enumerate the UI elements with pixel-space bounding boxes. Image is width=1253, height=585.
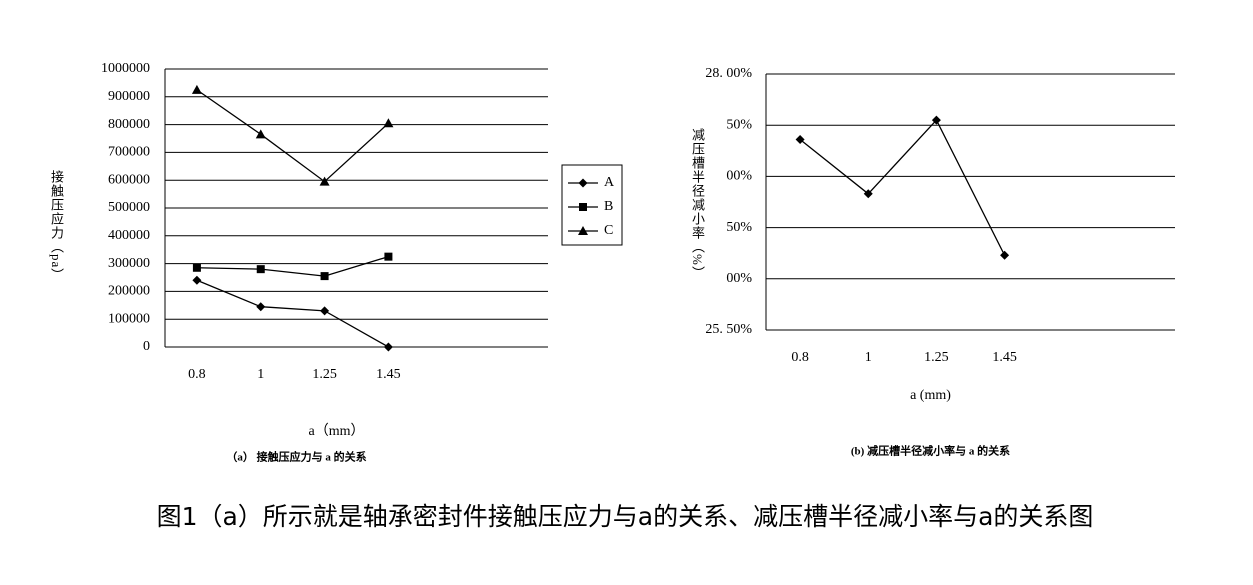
marker bbox=[579, 203, 587, 211]
marker bbox=[191, 84, 202, 94]
marker bbox=[320, 306, 330, 316]
series-line bbox=[799, 118, 1006, 256]
series-line bbox=[196, 279, 389, 348]
figure-caption: 图1（a）所示就是轴承密封件接触压应力与a的关系、减压槽半径减小率与a的关系图 bbox=[157, 502, 1094, 531]
x-tick-label: 1 bbox=[865, 350, 872, 365]
y-tick-label: 700000 bbox=[108, 145, 150, 160]
x-tick-label: 1.45 bbox=[992, 350, 1017, 365]
legend-label: A bbox=[604, 175, 615, 190]
y-axis-label: 接触压应力（pa） bbox=[49, 169, 64, 282]
y-tick-label: 900000 bbox=[108, 89, 150, 104]
y-tick-label: 1000000 bbox=[101, 61, 150, 76]
x-tick-label: 0.8 bbox=[791, 350, 809, 365]
marker bbox=[578, 226, 588, 235]
marker bbox=[383, 342, 393, 352]
series-line bbox=[196, 89, 389, 183]
y-tick-label: 28. 00% bbox=[705, 66, 752, 81]
marker bbox=[256, 302, 266, 312]
x-tick-label: 1 bbox=[257, 367, 264, 382]
x-tick-label: 1.45 bbox=[376, 367, 401, 382]
legend-box bbox=[561, 164, 623, 246]
x-axis-label: a（mm） bbox=[309, 423, 365, 439]
y-tick-label: 500000 bbox=[108, 200, 150, 215]
x-tick-label: 0.8 bbox=[188, 367, 206, 382]
marker bbox=[578, 178, 588, 188]
y-tick-label: 100000 bbox=[108, 311, 150, 326]
x-tick-label: 1.25 bbox=[924, 350, 949, 365]
y-tick-label: 25. 50% bbox=[705, 322, 752, 337]
marker bbox=[192, 275, 202, 285]
y-tick-label: 50% bbox=[726, 220, 752, 235]
marker bbox=[795, 135, 805, 145]
x-tick-label: 1.25 bbox=[312, 367, 337, 382]
chart-caption: （a） 接触压应力与 a 的关系 bbox=[226, 450, 366, 464]
chart-caption: (b) 减压槽半径减小率与 a 的关系 bbox=[851, 444, 1010, 458]
x-axis-label: a (mm) bbox=[910, 388, 951, 403]
marker bbox=[863, 189, 873, 199]
y-tick-label: 00% bbox=[726, 169, 752, 184]
y-tick-label: 800000 bbox=[108, 117, 150, 132]
y-tick-label: 400000 bbox=[108, 228, 150, 243]
marker bbox=[192, 263, 201, 272]
marker bbox=[256, 265, 265, 274]
y-axis-label: 减压槽半径减小率（%） bbox=[690, 128, 705, 280]
marker bbox=[319, 176, 330, 186]
y-tick-label: 0 bbox=[143, 339, 150, 354]
series-line bbox=[196, 256, 389, 277]
marker bbox=[931, 115, 941, 125]
legend-label: B bbox=[604, 199, 613, 214]
marker bbox=[1000, 250, 1010, 260]
y-tick-label: 50% bbox=[726, 117, 752, 132]
marker bbox=[384, 252, 393, 261]
legend-label: C bbox=[604, 223, 613, 238]
y-tick-label: 200000 bbox=[108, 284, 150, 299]
marker bbox=[255, 129, 266, 139]
marker bbox=[383, 118, 394, 128]
y-tick-label: 00% bbox=[726, 271, 752, 286]
y-tick-label: 600000 bbox=[108, 172, 150, 187]
y-tick-label: 300000 bbox=[108, 256, 150, 271]
marker bbox=[320, 272, 329, 281]
